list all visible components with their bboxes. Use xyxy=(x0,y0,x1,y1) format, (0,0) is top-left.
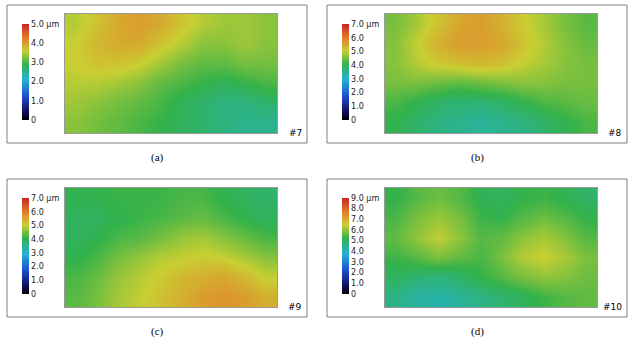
svg-text:1.0: 1.0 xyxy=(351,102,364,111)
svg-text:(a): (a) xyxy=(151,151,164,164)
svg-text:0: 0 xyxy=(351,290,356,299)
svg-text:1.0: 1.0 xyxy=(31,97,44,106)
svg-text:5.0 µm: 5.0 µm xyxy=(31,20,59,29)
svg-text:2.0: 2.0 xyxy=(351,88,364,97)
svg-text:8.0: 8.0 xyxy=(351,204,364,213)
svg-text:2.0: 2.0 xyxy=(31,262,44,271)
svg-text:3.0: 3.0 xyxy=(351,258,364,267)
svg-text:3.0: 3.0 xyxy=(31,249,44,258)
svg-text:(c): (c) xyxy=(151,325,164,338)
svg-text:#9: #9 xyxy=(288,302,302,312)
svg-text:(d): (d) xyxy=(471,325,484,338)
svg-text:1.0: 1.0 xyxy=(351,279,364,288)
svg-text:0: 0 xyxy=(351,116,356,125)
svg-text:7.0 µm: 7.0 µm xyxy=(31,194,59,203)
svg-text:1.0: 1.0 xyxy=(31,276,44,285)
svg-text:6.0: 6.0 xyxy=(31,208,44,217)
svg-text:9.0 µm: 9.0 µm xyxy=(351,194,379,203)
svg-text:(b): (b) xyxy=(471,151,484,164)
svg-text:#10: #10 xyxy=(603,302,622,312)
svg-text:4.0: 4.0 xyxy=(351,61,364,70)
svg-text:4.0: 4.0 xyxy=(31,39,44,48)
svg-text:7.0: 7.0 xyxy=(351,215,364,224)
svg-text:3.0: 3.0 xyxy=(351,75,364,84)
svg-text:5.0: 5.0 xyxy=(351,236,364,245)
svg-text:4.0: 4.0 xyxy=(351,247,364,256)
svg-text:6.0: 6.0 xyxy=(351,34,364,43)
svg-text:4.0: 4.0 xyxy=(31,235,44,244)
svg-text:2.0: 2.0 xyxy=(351,268,364,277)
svg-text:7.0 µm: 7.0 µm xyxy=(351,20,379,29)
svg-text:0: 0 xyxy=(31,116,36,125)
svg-text:#8: #8 xyxy=(608,128,622,138)
svg-text:5.0: 5.0 xyxy=(351,47,364,56)
svg-text:#7: #7 xyxy=(289,128,302,138)
svg-text:0: 0 xyxy=(31,290,36,299)
svg-text:3.0: 3.0 xyxy=(31,58,44,67)
svg-text:6.0: 6.0 xyxy=(351,226,364,235)
svg-text:5.0: 5.0 xyxy=(31,221,44,230)
svg-text:2.0: 2.0 xyxy=(31,77,44,86)
